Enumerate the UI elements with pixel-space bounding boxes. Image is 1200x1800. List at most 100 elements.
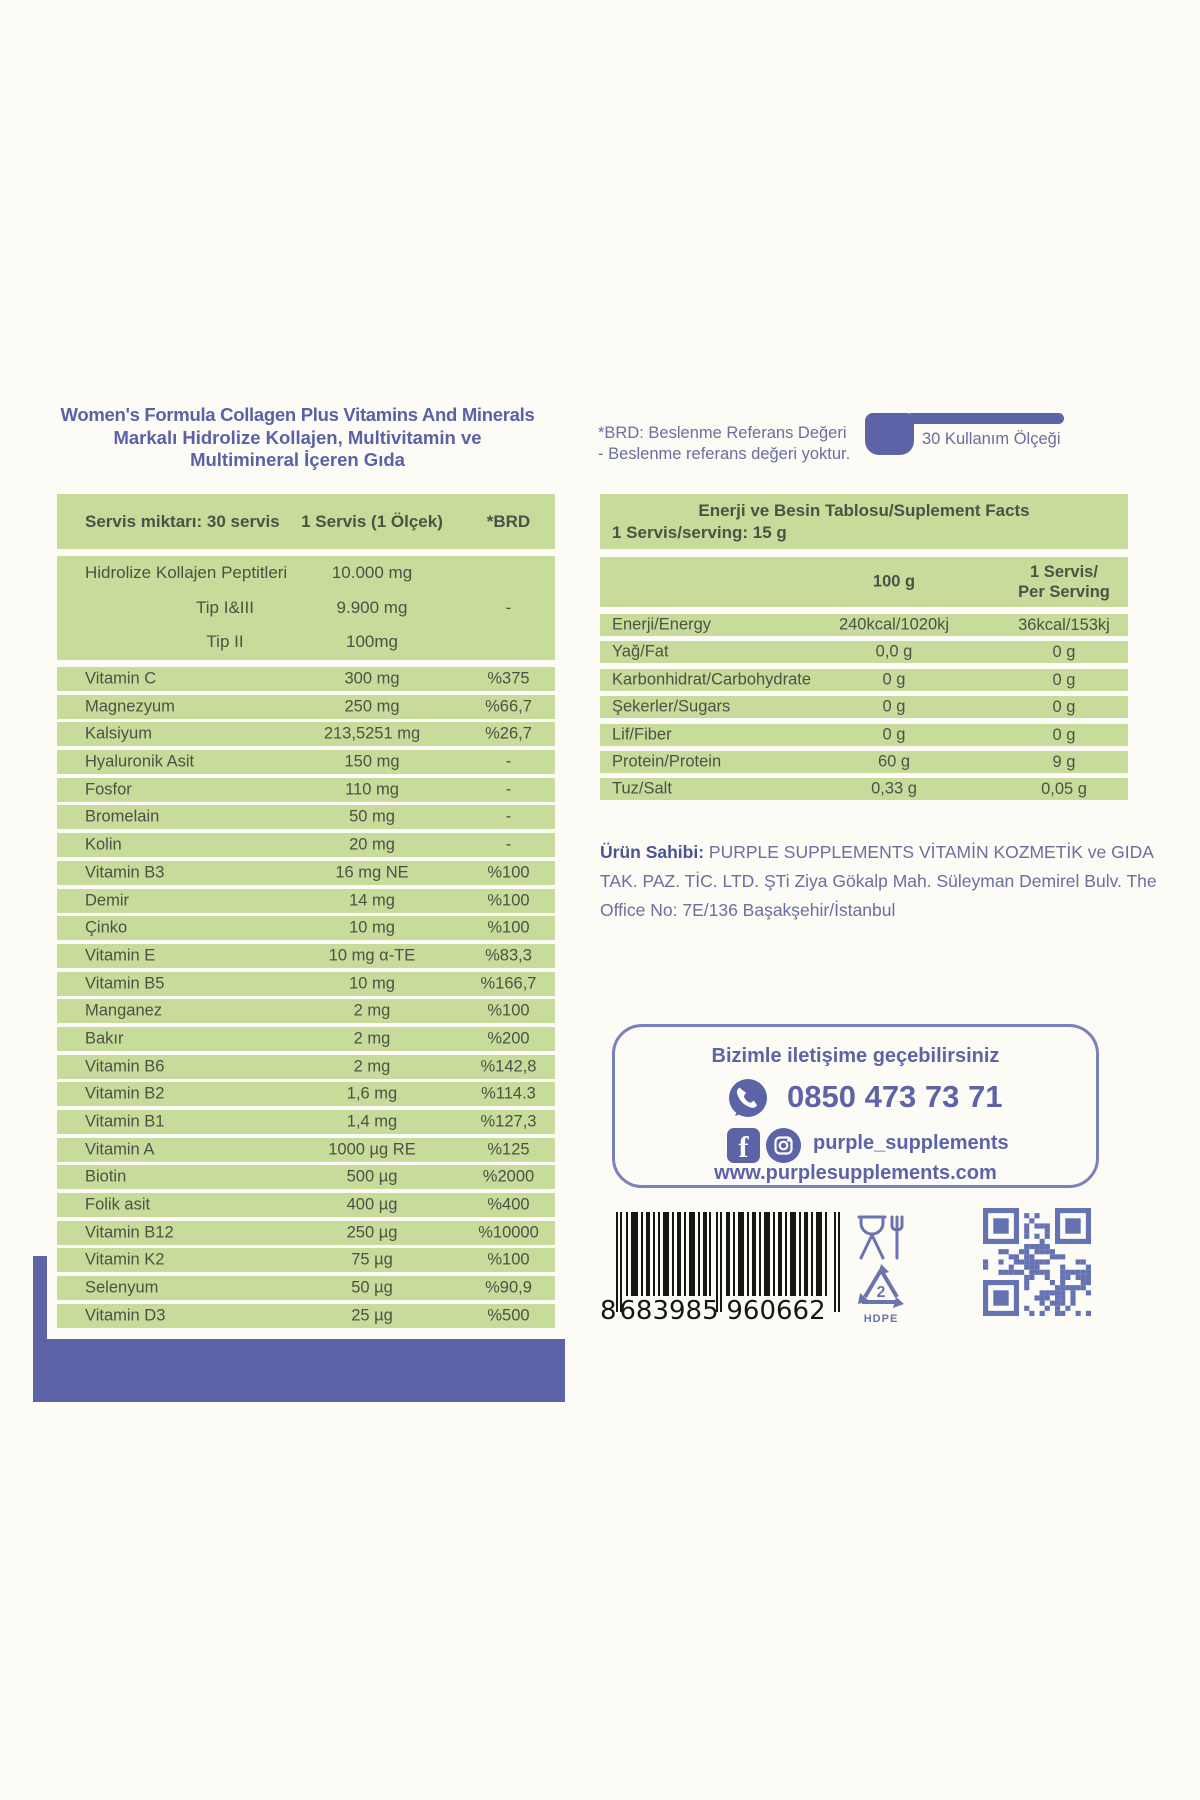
supplement-row: Vitamin D3 25 µg %500 (57, 1303, 555, 1328)
collagen-amounts: 10.000 mg 9.900 mg 100mg (252, 556, 492, 660)
collagen-amount-tip1: 9.900 mg (336, 597, 408, 617)
nutrition-row-per100: 0 g (882, 670, 906, 689)
supplement-row-brd: %10000 (478, 1223, 539, 1242)
supplement-row: Manganez 2 mg %100 (57, 999, 555, 1024)
supplement-row-amount: 50 mg (349, 807, 395, 826)
nutrition-row-per100: 0 g (882, 697, 906, 716)
nutrition-row-per100: 0,0 g (875, 642, 913, 661)
supplement-row-brd: %100 (487, 863, 530, 882)
supplement-row-amount: 20 mg (349, 835, 395, 854)
supplement-row-name: Kalsiyum (85, 724, 152, 743)
col-per-serving: 1 Servis/ Per Serving (1005, 562, 1123, 602)
supplement-row-brd: %66,7 (485, 697, 532, 716)
supplement-row: Vitamin B1 1,4 mg %127,3 (57, 1110, 555, 1134)
supplement-row-name: Hyaluronik Asit (85, 752, 195, 771)
whatsapp-icon (729, 1079, 767, 1117)
instagram-icon (766, 1128, 801, 1163)
food-safe-icon (857, 1215, 904, 1260)
supplement-row-brd: - (505, 752, 512, 771)
supplement-row-name: Vitamin A (85, 1140, 155, 1159)
nutrition-row-serving: 0 g (1052, 725, 1076, 744)
supplement-row-brd: %90,9 (485, 1278, 532, 1297)
scoop-count-label: 30 Kullanım Ölçeği (922, 430, 1061, 448)
supplement-row-name: Vitamin D3 (85, 1306, 166, 1325)
col-per-serving-line2: Per Serving (1018, 583, 1110, 601)
supplement-table: Servis miktarı: 30 servis 1 Servis (1 Öl… (47, 486, 565, 1339)
collagen-name-main: Hidrolize Kollajen Peptitleri (85, 563, 288, 582)
product-owner-text: Ürün Sahibi: PURPLE SUPPLEMENTS VİTAMİN … (600, 838, 1162, 925)
brd-footnote-line2: - Beslenme referans değeri yoktur. (598, 445, 851, 463)
supplement-row-amount: 75 µg (351, 1250, 393, 1269)
supplement-row-amount: 10 mg (349, 918, 395, 937)
nutrition-row-serving: 0,05 g (1041, 780, 1087, 799)
supplement-row: Kolin 20 mg - (57, 833, 555, 858)
supplement-row-name: Vitamin B1 (85, 1112, 165, 1131)
collagen-brd: - (505, 598, 512, 617)
owner-label: Ürün Sahibi: (600, 841, 705, 862)
nutrition-row-name: Lif/Fiber (612, 725, 672, 744)
supplement-row: Hyaluronik Asit 150 mg - (57, 750, 555, 775)
col-100g: 100 g (872, 572, 916, 591)
supplement-row-name: Bakır (85, 1029, 124, 1048)
supplement-row: Vitamin B6 2 mg %142,8 (57, 1054, 555, 1079)
scoop-icon (865, 413, 914, 455)
collagen-name-tip2: Tip II (206, 632, 244, 651)
supplement-row-name: Vitamin B2 (85, 1084, 165, 1103)
supplement-row-brd: %375 (487, 669, 530, 688)
nutrition-title: Enerji ve Besin Tablosu/Suplement Facts (698, 501, 1030, 520)
supplement-row-name: Vitamin B12 (85, 1223, 174, 1242)
nutrition-row-serving: 0 g (1052, 698, 1076, 717)
product-title-line2: Markalı Hidrolize Kollajen, Multivitamin… (113, 427, 482, 448)
product-title-line3: Multimineral İçeren Gıda (190, 449, 405, 470)
supplement-row-name: Vitamin E (85, 946, 156, 965)
supplement-row-amount: 2 mg (353, 1001, 391, 1020)
supplement-row-name: Kolin (85, 835, 122, 854)
supplement-row: Demir 14 mg %100 (57, 888, 555, 913)
nutrition-row-serving: 0 g (1052, 643, 1076, 662)
nutrition-serving-size: 1 Servis/serving: 15 g (612, 523, 787, 542)
barcode: 8 683985 960662 (600, 1212, 840, 1324)
supplement-row: Fosfor 110 mg - (57, 777, 555, 802)
nutrition-column-header: 100 g 1 Servis/ Per Serving (600, 557, 1128, 607)
supplement-row: Kalsiyum 213,5251 mg %26,7 (57, 722, 555, 747)
collagen-names: Hidrolize Kollajen Peptitleri Tip I&III … (85, 556, 365, 660)
supplement-row-amount: 500 µg (346, 1167, 398, 1186)
supplement-row-amount: 300 mg (344, 669, 400, 688)
supplement-row-name: Vitamin C (85, 669, 157, 688)
product-title-line1: Women's Formula Collagen Plus Vitamins A… (60, 404, 535, 425)
collagen-group-row: Hidrolize Kollajen Peptitleri Tip I&III … (57, 556, 555, 660)
barcode-digits-right: 960662 (726, 1296, 825, 1324)
nutrition-row-name: Karbonhidrat/Carbohydrate (612, 670, 812, 689)
supplement-row: Magnezyum 250 mg %66,7 (57, 694, 555, 719)
nutrition-row: Lif/Fiber 0 g 0 g (600, 723, 1128, 746)
contact-social-handle: purple_supplements (813, 1132, 1009, 1154)
supplement-row-name: Biotin (85, 1167, 127, 1186)
supplement-row-brd: %200 (487, 1029, 530, 1048)
nutrition-row-name: Protein/Protein (612, 752, 722, 771)
supplement-row-amount: 25 µg (351, 1306, 393, 1325)
supplement-row-amount: 150 mg (344, 752, 400, 771)
supplement-row: Bromelain 50 mg - (57, 805, 555, 830)
supplement-rows: Vitamin C 300 mg %375 Magnezyum 250 mg %66,7 K… (57, 667, 555, 1328)
supplement-row-name: Manganez (85, 1001, 163, 1020)
header-serving-count: Servis miktarı: 30 servis (85, 511, 280, 531)
supplement-row-brd: - (505, 807, 512, 826)
contact-heading: Bizimle iletişime geçebilirsiniz (711, 1045, 1000, 1067)
nutrition-row: Enerji/Energy 240kcal/1020kj 36kcal/153kj (600, 614, 1128, 636)
supplement-row-brd: %100 (487, 918, 530, 937)
contact-phone: 0850 473 73 71 (787, 1079, 1003, 1114)
nutrition-rows: Enerji/Energy 240kcal/1020kj 36kcal/153kj Y… (600, 614, 1128, 801)
nutrition-row-name: Tuz/Salt (612, 779, 672, 798)
supplement-row: Bakır 2 mg %200 (57, 1026, 555, 1051)
header-per-serving: 1 Servis (1 Ölçek) (301, 511, 443, 531)
nutrition-row-per100: 0 g (882, 725, 906, 744)
recycle-hdpe-icon: 2 HDPE (850, 1264, 912, 1325)
supplement-row-name: Fosfor (85, 780, 132, 799)
scoop-handle-icon (906, 413, 1064, 424)
recycle-code: 2 (877, 1284, 886, 1301)
supplement-row-brd: %166,7 (480, 974, 537, 993)
barcode-digit-lead: 8 (600, 1296, 617, 1324)
supplement-row-brd: %114.3 (481, 1084, 536, 1103)
supplement-row-brd: %100 (487, 891, 530, 909)
supplement-row-name: Vitamin K2 (85, 1250, 165, 1269)
